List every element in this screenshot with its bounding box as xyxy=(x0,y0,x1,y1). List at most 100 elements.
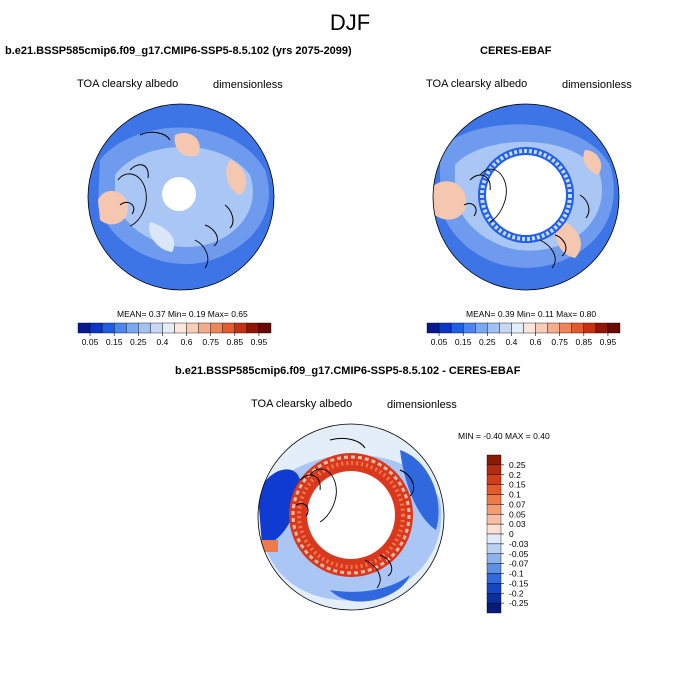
colorbar-tick-label: 0.95 xyxy=(600,337,617,347)
colorbar-tick-label: 0.4 xyxy=(506,337,518,347)
model-mean-label: MEAN= xyxy=(117,309,147,319)
colorbar-swatch xyxy=(89,322,103,334)
colorbar-tick-label: -0.05 xyxy=(509,549,529,559)
colorbar-swatch xyxy=(438,322,452,334)
colorbar-swatch xyxy=(174,322,187,334)
colorbar-swatch xyxy=(222,322,236,334)
colorbar-swatch xyxy=(583,322,597,334)
obs-colorbar: 0.05 0.15 0.25 0.4 0.6 0.75 0.85 0.95 xyxy=(426,322,621,347)
colorbar-swatch xyxy=(486,494,502,505)
model-right-label: dimensionless xyxy=(213,79,283,91)
colorbar-tick-label: 0.6 xyxy=(181,337,193,347)
colorbar-tick-label: -0.15 xyxy=(509,578,529,588)
model-mean-value: 0.37 xyxy=(148,309,166,319)
colorbar-swatch xyxy=(486,583,502,594)
colorbar-tick-label: 0.85 xyxy=(576,337,593,347)
colorbar-swatch xyxy=(486,504,502,515)
panel-title-obs: CERES-EBAF xyxy=(480,45,552,57)
colorbar-swatch xyxy=(571,322,585,334)
colorbar-tick-label: 0.15 xyxy=(455,337,472,347)
panel-title-model: b.e21.BSSP585cmip6.f09_g17.CMIP6-SSP5-8.… xyxy=(5,45,352,57)
colorbar-swatch xyxy=(499,322,512,334)
colorbar-swatch xyxy=(450,322,464,334)
colorbar-swatch xyxy=(535,322,548,334)
colorbar-tick-label: -0.2 xyxy=(509,588,524,598)
colorbar-tick-label: 0.05 xyxy=(82,337,99,347)
colorbar-swatch xyxy=(186,322,199,334)
diff-colorbar: 0.250.20.150.10.070.050.030-0.03-0.05-0.… xyxy=(486,454,529,614)
colorbar-swatch xyxy=(126,322,139,334)
colorbar-swatch xyxy=(486,543,502,554)
colorbar-swatch xyxy=(77,322,91,334)
colorbar-swatch xyxy=(210,322,223,334)
colorbar-tick-label: 0.2 xyxy=(509,470,521,480)
panel-title-diff: b.e21.BSSP585cmip6.f09_g17.CMIP6-SSP5-8.… xyxy=(175,365,521,377)
colorbar-swatch xyxy=(198,322,211,334)
colorbar-tick-label: 0.25 xyxy=(130,337,147,347)
obs-min-label: Min= xyxy=(516,309,536,319)
colorbar-swatch xyxy=(486,533,502,545)
colorbar-tick-label: 0 xyxy=(509,529,514,539)
colorbar-tick-label: -0.1 xyxy=(509,569,524,579)
colorbar-tick-label: 0.85 xyxy=(227,337,244,347)
obs-max-label: Max= xyxy=(556,309,578,319)
colorbar-tick-label: 0.95 xyxy=(251,337,268,347)
diff-max-label: MAX = xyxy=(505,431,531,441)
colorbar-swatch xyxy=(486,474,502,485)
colorbar-swatch xyxy=(162,322,175,334)
colorbar-swatch xyxy=(486,523,502,535)
colorbar-swatch xyxy=(426,322,440,334)
colorbar-swatch xyxy=(486,593,502,604)
colorbar-tick-label: 0.15 xyxy=(509,480,526,490)
colorbar-swatch xyxy=(559,322,572,334)
obs-mean-label: MEAN= xyxy=(466,309,496,319)
colorbar-swatch xyxy=(486,573,502,584)
colorbar-swatch xyxy=(523,322,536,334)
obs-min-value: 0.11 xyxy=(537,309,554,319)
colorbar-swatch xyxy=(113,322,127,334)
obs-max-value: 0.80 xyxy=(579,309,597,319)
colorbar-tick-label: 0.4 xyxy=(157,337,169,347)
colorbar-swatch xyxy=(486,454,502,466)
colorbar-tick-label: 0.05 xyxy=(431,337,448,347)
colorbar-swatch xyxy=(486,514,502,525)
obs-right-label: dimensionless xyxy=(562,79,632,91)
colorbar-swatch xyxy=(511,322,524,334)
obs-mean-value: 0.39 xyxy=(497,309,515,319)
colorbar-swatch xyxy=(150,322,163,334)
colorbar-swatch xyxy=(487,322,500,334)
model-min-label: Min= xyxy=(167,309,187,319)
model-max-label: Max= xyxy=(207,309,229,319)
model-polar-map xyxy=(87,103,275,291)
colorbar-swatch xyxy=(234,322,248,334)
colorbar-swatch xyxy=(486,563,502,574)
colorbar-swatch xyxy=(486,464,502,475)
colorbar-tick-label: 0.15 xyxy=(106,337,123,347)
colorbar-swatch xyxy=(547,322,560,334)
colorbar-tick-label: 0.6 xyxy=(530,337,542,347)
colorbar-tick-label: 0.07 xyxy=(509,499,526,509)
colorbar-tick-label: 0.75 xyxy=(202,337,219,347)
colorbar-swatch xyxy=(607,322,621,334)
diff-stats: MIN = -0.40 MAX = 0.40 xyxy=(458,431,550,441)
map-border xyxy=(87,103,275,291)
colorbar-tick-label: 0.25 xyxy=(479,337,496,347)
colorbar-tick-label: -0.25 xyxy=(509,598,529,608)
diff-max-value: 0.40 xyxy=(533,431,550,441)
colorbar-swatch xyxy=(486,602,502,614)
figure-title: DJF xyxy=(329,10,371,35)
map-border xyxy=(257,423,445,611)
colorbar-tick-label: -0.07 xyxy=(509,559,529,569)
colorbar-swatch xyxy=(138,322,151,334)
diff-right-label: dimensionless xyxy=(387,399,457,411)
colorbar-swatch xyxy=(246,322,260,334)
colorbar-swatch xyxy=(475,322,488,334)
colorbar-swatch xyxy=(595,322,609,334)
colorbar-tick-label: 0.03 xyxy=(509,519,526,529)
map-border xyxy=(432,103,620,291)
model-max-value: 0.65 xyxy=(231,309,248,319)
diff-min-value: -0.40 xyxy=(483,431,503,441)
diff-left-label: TOA clearsky albedo xyxy=(251,398,353,410)
colorbar-tick-label: -0.03 xyxy=(509,539,529,549)
